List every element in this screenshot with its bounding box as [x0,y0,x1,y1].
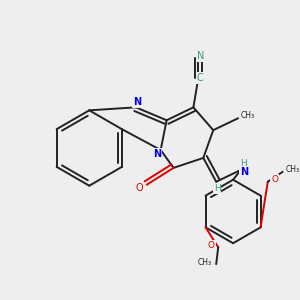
Text: O: O [208,241,215,250]
Text: O: O [135,183,143,193]
Text: CH₃: CH₃ [241,111,255,120]
Text: N: N [133,98,141,107]
Text: N: N [197,51,204,61]
Text: H: H [214,184,220,193]
Text: H: H [241,159,248,168]
Text: N: N [240,167,248,177]
Text: CH₃: CH₃ [197,258,212,267]
Text: N: N [153,149,161,159]
Text: C: C [197,73,204,82]
Text: O: O [271,175,278,184]
Text: CH₃: CH₃ [286,165,300,174]
